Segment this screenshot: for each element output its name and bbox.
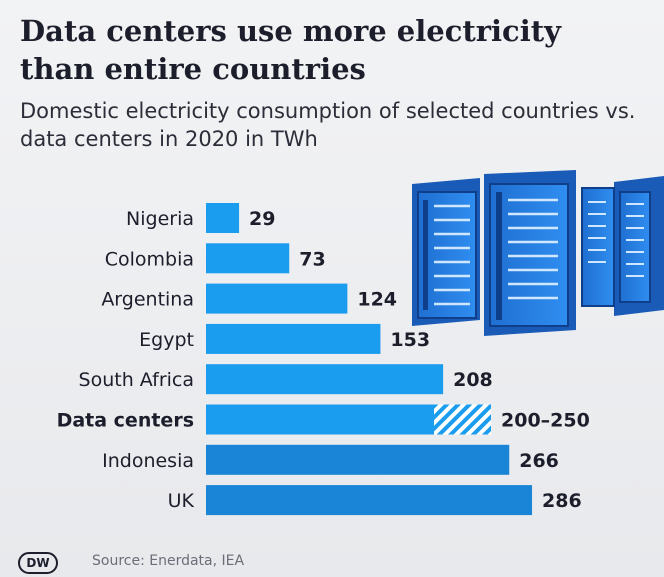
category-label: Egypt (139, 329, 194, 351)
bar (206, 323, 381, 354)
bar (206, 283, 348, 314)
value-label: 153 (390, 329, 430, 351)
server-rack-icon (412, 170, 664, 336)
bar (206, 444, 510, 475)
category-label: Nigeria (126, 208, 194, 230)
bar (206, 243, 290, 274)
category-label: Indonesia (102, 450, 194, 472)
value-label: 124 (357, 289, 397, 311)
value-label: 286 (542, 490, 582, 512)
category-label: Argentina (101, 289, 194, 311)
category-label: Data centers (57, 410, 194, 432)
chart-title: Data centers use more electricity than e… (20, 14, 561, 86)
category-label: Colombia (105, 248, 194, 270)
source-note: Source: Enerdata, IEA (92, 553, 245, 569)
value-label: 200–250 (501, 410, 590, 432)
category-label: UK (168, 490, 195, 512)
bar (206, 203, 240, 233)
value-label: 29 (249, 208, 275, 230)
bar (206, 404, 434, 435)
bar (206, 364, 444, 395)
category-label: South Africa (79, 369, 194, 391)
chart-subtitle: Domestic electricity consumption of sele… (20, 99, 636, 151)
value-label: 73 (299, 248, 325, 270)
value-label: 266 (519, 450, 559, 472)
value-label: 208 (453, 369, 493, 391)
bar-range-hatch (434, 404, 491, 435)
dw-logo: DW (18, 552, 58, 574)
bar (206, 485, 533, 516)
